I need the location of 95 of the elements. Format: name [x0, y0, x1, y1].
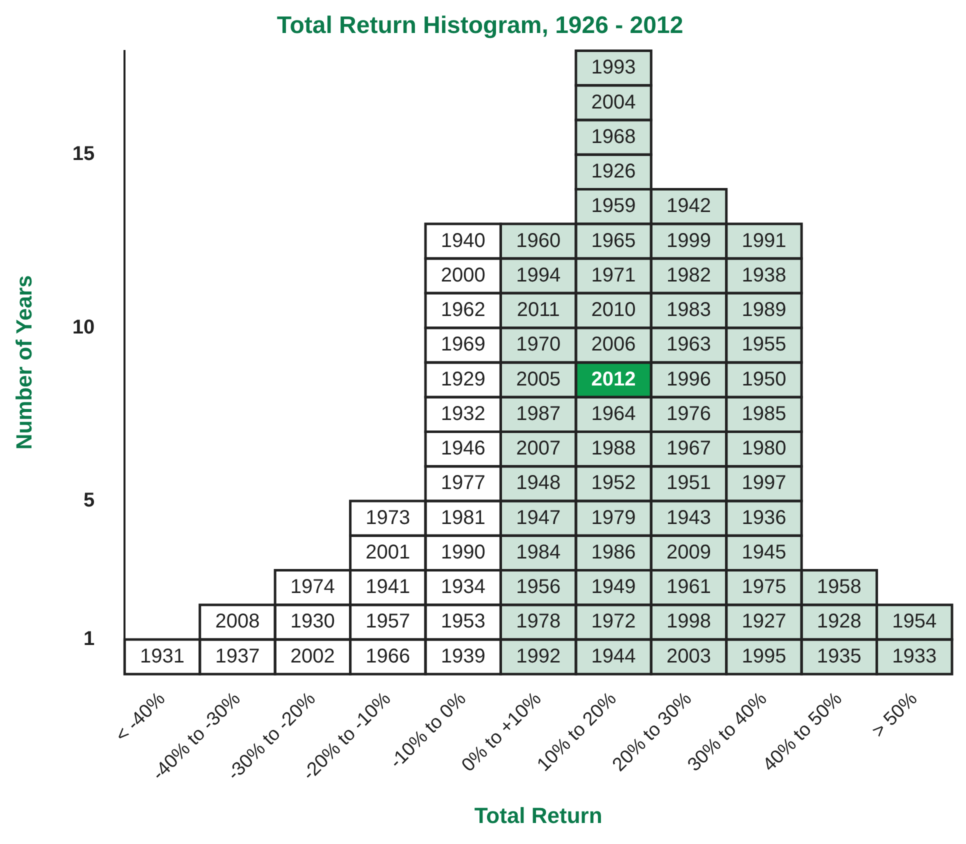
chart-title: Total Return Histogram, 1926 - 2012 — [276, 12, 684, 40]
annotation: 1991 — [742, 230, 786, 252]
annotation: 1994 — [516, 264, 561, 286]
annotation: 1968 — [591, 126, 636, 148]
annotation: 1973 — [366, 506, 410, 529]
annotation: 1931 — [140, 645, 185, 668]
annotation: 1961 — [666, 576, 711, 598]
y-axis-title: Number of Years — [11, 275, 36, 450]
annotation: 2008 — [215, 610, 260, 633]
annotation: 1984 — [516, 541, 561, 564]
annotation: 1936 — [742, 506, 786, 529]
annotation: 2005 — [516, 368, 561, 390]
annotation: 1979 — [591, 506, 636, 529]
annotation: 1946 — [440, 438, 486, 460]
annotation: 1944 — [591, 645, 636, 668]
annotation: 1945 — [742, 541, 786, 564]
annotation: 1953 — [440, 610, 486, 633]
annotation: 1998 — [666, 610, 711, 633]
annotation: 1974 — [290, 576, 335, 598]
x-tick-label: > 50% — [868, 688, 922, 742]
annotation: 1947 — [516, 506, 561, 529]
annotation: 1997 — [742, 472, 786, 494]
annotation: 1978 — [516, 610, 561, 633]
annotation: 1957 — [366, 610, 410, 633]
annotation: 1948 — [516, 472, 561, 494]
annotation: 2001 — [366, 541, 410, 564]
annotation: 1993 — [591, 56, 636, 79]
annotation: 1963 — [666, 334, 711, 356]
annotation: 1985 — [742, 402, 786, 425]
annotation: 2000 — [440, 264, 486, 286]
annotation: 1952 — [591, 472, 636, 494]
annotation: 1926 — [591, 160, 636, 183]
y-tick-label: 1 — [84, 628, 95, 650]
annotation: 1941 — [366, 576, 410, 598]
annotation: 1988 — [591, 438, 636, 460]
annotation: 1969 — [440, 334, 486, 356]
annotation: 1956 — [516, 576, 561, 598]
annotation: 1937 — [215, 645, 260, 668]
annotation: 1934 — [440, 576, 486, 598]
annotation: 1981 — [440, 506, 486, 529]
annotation: 2006 — [591, 334, 636, 356]
annotation: 2010 — [591, 299, 636, 322]
annotation: 1950 — [742, 368, 786, 390]
annotation: 2011 — [516, 299, 560, 322]
annotation: 1966 — [366, 645, 410, 668]
y-tick-label: 15 — [72, 143, 95, 166]
annotation: 1951 — [666, 472, 711, 494]
annotation: 1958 — [816, 576, 862, 598]
annotation: 1987 — [516, 402, 561, 425]
x-axis-title: Total Return — [474, 802, 602, 828]
y-tick-label: 10 — [72, 316, 95, 338]
annotation: 1989 — [742, 299, 786, 322]
annotation: 1970 — [516, 334, 561, 356]
annotation: 1986 — [591, 541, 636, 564]
annotation: 1930 — [290, 610, 335, 633]
annotation: 1933 — [892, 645, 937, 668]
annotation: 2002 — [290, 645, 335, 668]
annotation: 1942 — [666, 195, 711, 218]
annotation: 1927 — [742, 610, 786, 633]
annotation: 1964 — [591, 402, 636, 425]
annotation: 1975 — [742, 576, 786, 598]
annotation: 1990 — [440, 541, 486, 564]
annotation: 1999 — [666, 230, 711, 252]
annotation: 1929 — [440, 368, 486, 390]
annotation: 1980 — [742, 438, 786, 460]
annotation: 1982 — [666, 264, 711, 286]
annotation: 1962 — [440, 299, 486, 322]
annotation: 1977 — [440, 472, 486, 494]
annotation: 1971 — [591, 264, 636, 286]
annotation: 1940 — [440, 230, 486, 252]
annotation: 2009 — [666, 541, 711, 564]
annotation: 1965 — [591, 230, 636, 252]
annotation: 1943 — [666, 506, 711, 529]
annotation: 1954 — [892, 610, 937, 633]
annotation: 1949 — [591, 576, 636, 598]
annotation: 2007 — [516, 438, 561, 460]
annotation: 1932 — [440, 402, 486, 425]
annotation: 2004 — [591, 91, 636, 114]
annotation: 1960 — [516, 230, 561, 252]
annotation: 1992 — [516, 645, 561, 668]
annotation: 1935 — [816, 645, 862, 668]
annotation: 1996 — [666, 368, 711, 390]
annotation: 1938 — [742, 264, 786, 286]
annotation: 1967 — [666, 438, 711, 460]
y-tick-label: 5 — [84, 489, 95, 512]
annotation: 1983 — [666, 299, 711, 322]
annotation: 2012 — [591, 368, 636, 390]
annotation: 1939 — [440, 645, 486, 668]
annotation: 2003 — [666, 645, 711, 668]
annotation: 1995 — [742, 645, 786, 668]
annotation: 1976 — [666, 402, 711, 425]
annotation: 1928 — [816, 610, 862, 633]
annotation: 1972 — [591, 610, 636, 633]
annotation: 1955 — [742, 334, 786, 356]
annotation: 1959 — [591, 195, 636, 218]
